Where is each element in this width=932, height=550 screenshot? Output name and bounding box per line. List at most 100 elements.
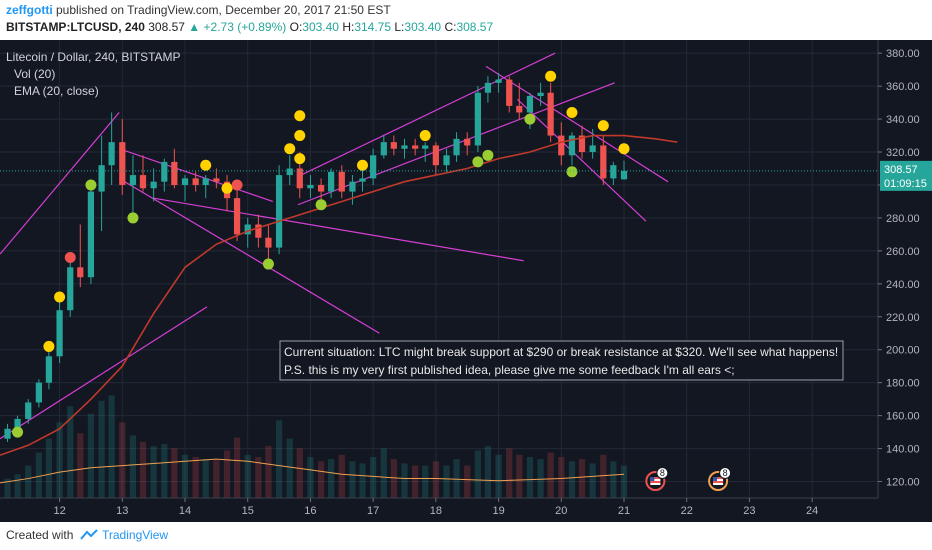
volume-ma [0,458,625,484]
candle-4 [45,356,53,383]
volume-bar-53 [558,456,565,498]
candle-20 [213,178,220,182]
volume-bar-15 [161,444,168,498]
footer: Created with TradingView [0,522,932,550]
price-tick-label-11: 340.00 [886,114,920,126]
tradingview-link[interactable]: TradingView [102,528,169,542]
candle-24 [255,224,262,238]
trendline-4 [153,197,524,262]
candle-53 [558,135,565,156]
volume-bar-24 [255,456,262,498]
candle-13 [139,175,147,189]
last-price: 308.57 [148,20,185,34]
candle-50 [526,96,534,113]
candle-35 [370,155,377,179]
candle-47 [495,79,502,83]
volume-bar-40 [422,465,429,498]
candle-14 [150,181,157,189]
candles [4,72,628,442]
quote-line: BITSTAMP:LTCUSD, 240 308.57 ▲ +2.73 (+0.… [6,20,493,34]
volume-bar-14 [150,446,157,498]
candle-49 [516,105,523,113]
legend-ema[interactable]: EMA (20, close) [14,84,99,98]
volume-bar-26 [275,420,283,498]
volume-bar-49 [516,454,523,498]
last-price-value: 308.57 [884,164,918,176]
price-axis[interactable] [878,40,932,498]
price-tick-label-0: 120.00 [886,477,920,489]
candle-48 [506,79,513,106]
high-value: 314.75 [354,20,392,34]
time-tick-label-10: 22 [681,505,693,517]
volume-bar-30 [317,461,325,498]
signal-marker-8 [231,179,243,191]
signal-marker-13 [294,153,306,165]
flag-stripe-b-0 [650,481,661,483]
volume-bar-47 [495,454,502,498]
volume-bar-39 [412,465,419,498]
price-tick-label-6: 240.00 [886,279,920,291]
flag-canton-0 [650,477,655,481]
signal-marker-24 [618,143,630,155]
volume-bar-29 [307,456,314,498]
time-tick-label-5: 17 [367,505,379,517]
time-tick-label-0: 12 [53,505,65,517]
candle-52 [547,92,554,136]
candle-8 [87,191,95,278]
author-line: zeffgotti published on TradingView.com, … [6,3,391,17]
legend-symbol[interactable]: Litecoin / Dollar, 240, BITSTAMP [6,50,181,64]
volume-ma-line [0,458,625,484]
time-tick-label-2: 14 [179,505,191,517]
price-tick-label-8: 280.00 [886,213,920,225]
candle-5 [56,310,63,357]
flag-stripe-0 [650,477,661,479]
signal-marker-5 [127,212,139,224]
price-chart[interactable]: Litecoin / Dollar, 240, BITSTAMP Vol (20… [0,40,932,522]
time-axis[interactable] [0,498,932,522]
event-count-badge-1 [719,467,732,479]
time-tick-label-11: 23 [743,505,755,517]
signal-marker-10 [284,143,296,155]
legend-volume[interactable]: Vol (20) [14,67,55,81]
annotation-border [279,340,844,381]
volume-bar-5 [56,422,63,498]
price-tick-label-10: 320.00 [886,147,920,159]
volume-bar-27 [286,438,293,498]
candle-55 [578,135,586,153]
volume-bar-21 [223,450,231,498]
volume-bar-58 [610,461,617,498]
candle-45 [474,92,481,146]
volume-bar-52 [547,452,554,498]
trendline-5 [300,52,556,176]
trendline-0 [0,112,120,255]
annotation-box[interactable]: Current situation: LTC might break suppo… [279,340,844,381]
signal-marker-12 [294,110,306,122]
candle-32 [338,171,345,192]
high-label: H: [342,20,355,34]
candle-44 [464,138,471,146]
volume-bar-31 [328,459,335,498]
ema-polyline [0,134,678,456]
volume-bar-35 [370,456,377,498]
time-tick-label-3: 15 [242,505,254,517]
chart-legend: Litecoin / Dollar, 240, BITSTAMP Vol (20… [6,50,181,98]
candle-34 [359,178,366,182]
volume-bar-10 [108,395,115,498]
volume-bar-16 [171,448,178,498]
annotation-line-2: P.S. this is my very first published ide… [284,363,735,377]
volume-bar-6 [67,406,74,498]
created-with-text: Created with [6,528,74,542]
author-name[interactable]: zeffgotti [6,3,53,17]
volume-bar-13 [139,441,147,498]
volume-bar-11 [119,422,126,498]
candle-41 [432,145,439,166]
candle-37 [390,142,397,149]
price-tick-label-12: 360.00 [886,81,920,93]
volume-bar-33 [349,461,356,498]
volume-bar-25 [265,446,272,498]
candle-59 [620,170,628,180]
time-tick-label-12: 24 [806,505,818,517]
up-arrow-icon: ▲ [188,20,201,34]
trendline-3 [118,177,380,334]
